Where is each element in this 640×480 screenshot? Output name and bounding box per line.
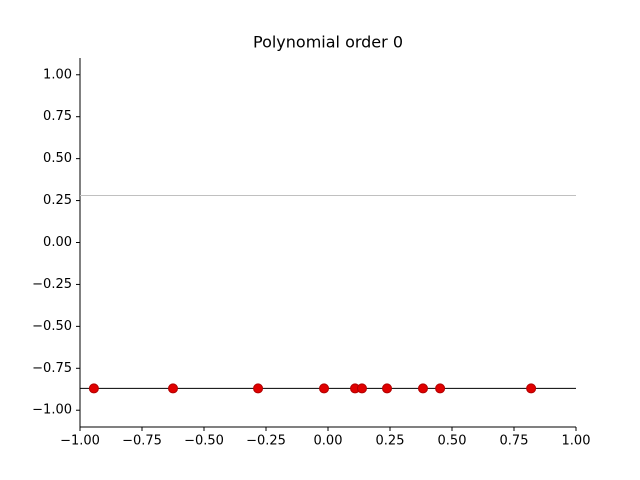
y-tick-label: −0.25 [32,277,72,292]
point [356,383,367,394]
y-tick-label: 0.00 [43,235,72,250]
y-tick-label: 0.25 [43,193,72,208]
x-tick-label: 0.75 [500,434,529,449]
x-tick-label: 0.00 [314,434,343,449]
y-tick-label: −0.50 [32,319,72,334]
point [319,383,330,394]
point [417,383,428,394]
point [435,383,446,394]
x-tick-label: −0.75 [122,434,162,449]
point [88,383,99,394]
y-tick-label: 0.50 [43,151,72,166]
x-tick-label: −0.25 [246,434,286,449]
y-tick-label: 0.75 [43,109,72,124]
y-tick-label: 1.00 [43,67,72,82]
x-tick-label: −0.50 [184,434,224,449]
y-tick-label: −1.00 [32,403,72,418]
x-tick-label: 0.25 [376,434,405,449]
point [526,383,537,394]
x-tick-label: −1.00 [60,434,100,449]
point [382,383,393,394]
y-tick-label: −0.75 [32,361,72,376]
x-tick-label: 1.00 [562,434,591,449]
point [168,383,178,394]
chart-title: Polynomial order 0 [253,33,403,52]
x-tick-label: 0.50 [438,434,467,449]
point [253,383,264,394]
